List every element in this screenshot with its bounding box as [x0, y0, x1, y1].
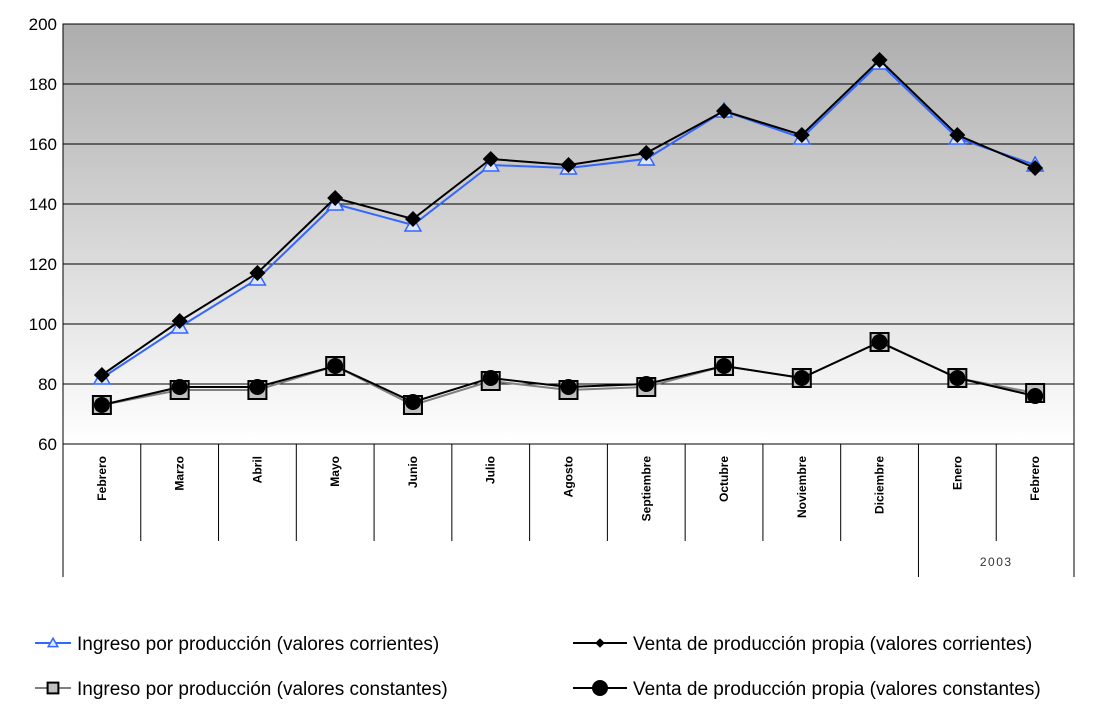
x-tick-label: Noviembre — [795, 456, 809, 518]
marker — [871, 52, 888, 68]
y-tick-label: 120 — [29, 255, 57, 274]
legend-marker — [595, 638, 605, 648]
legend-marker — [46, 636, 60, 648]
legend-label: Ingreso por producción (valores corrient… — [77, 634, 439, 655]
marker — [249, 265, 266, 281]
y-tick-label: 80 — [38, 375, 57, 394]
marker — [93, 367, 110, 383]
marker — [949, 370, 966, 386]
marker — [171, 313, 188, 329]
marker — [327, 190, 344, 206]
x-tick-label: Diciembre — [873, 456, 887, 514]
legend-marker — [46, 681, 60, 695]
marker — [1027, 160, 1044, 176]
group-label: 2003 — [980, 555, 1013, 569]
legend-marker — [592, 680, 608, 696]
x-tick-label: Mayo — [328, 456, 342, 487]
legend-label: Ingreso por producción (valores constant… — [77, 679, 448, 700]
marker — [482, 151, 499, 167]
x-tick-label: Octubre — [717, 456, 731, 502]
marker — [327, 358, 344, 374]
x-tick-label: Abril — [250, 456, 264, 483]
marker — [793, 127, 810, 143]
marker — [638, 145, 655, 161]
marker — [404, 394, 421, 410]
marker — [171, 379, 188, 395]
x-tick-label: Junio — [406, 456, 420, 488]
x-tick-label: Febrero — [1028, 456, 1042, 501]
x-tick-label: Febrero — [95, 456, 109, 501]
marker — [793, 370, 810, 386]
marker — [93, 397, 110, 413]
x-tick-label: Marzo — [173, 456, 187, 491]
marker — [716, 358, 733, 374]
marker — [560, 379, 577, 395]
x-tick-label: Agosto — [562, 456, 576, 497]
plot-area — [62, 23, 1075, 445]
y-tick-label: 180 — [29, 75, 57, 94]
marker — [1027, 388, 1044, 404]
y-tick-label: 60 — [38, 435, 57, 454]
legend-label: Venta de producción propia (valores corr… — [633, 634, 1032, 655]
marker — [482, 370, 499, 386]
y-tick-label: 140 — [29, 195, 57, 214]
marker — [638, 376, 655, 392]
marker — [560, 157, 577, 173]
x-tick-label: Septiembre — [639, 456, 653, 522]
y-tick-label: 160 — [29, 135, 57, 154]
legend-label: Venta de producción propia (valores cons… — [633, 679, 1041, 700]
marker — [249, 379, 266, 395]
marker — [871, 334, 888, 350]
y-tick-label: 200 — [29, 15, 57, 34]
x-tick-label: Enero — [950, 456, 964, 490]
marker — [404, 211, 421, 227]
marker — [716, 103, 733, 119]
y-tick-label: 100 — [29, 315, 57, 334]
x-tick-label: Julio — [484, 456, 498, 484]
marker — [949, 127, 966, 143]
